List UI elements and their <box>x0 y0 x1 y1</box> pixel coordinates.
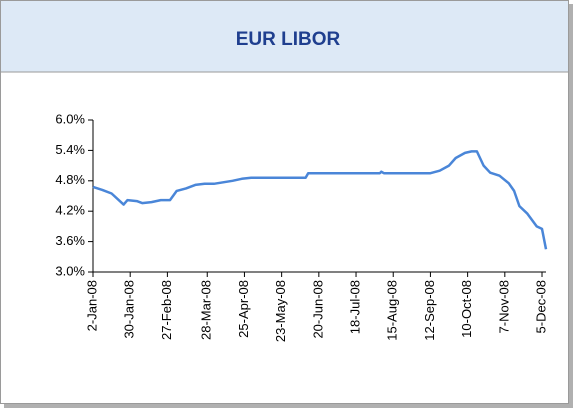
x-tick-label: 20-Jun-08 <box>310 280 325 339</box>
y-tick-label: 6.0% <box>55 111 85 126</box>
x-tick-label: 30-Jan-08 <box>122 280 137 339</box>
chart-title: EUR LIBOR <box>236 29 341 50</box>
x-tick-label: 10-Oct-08 <box>459 280 474 338</box>
x-tick-label: 5-Dec-08 <box>533 280 548 333</box>
x-tick-label: 7-Nov-08 <box>496 280 511 333</box>
x-tick-label: 2-Jan-08 <box>84 280 99 331</box>
x-tick-label: 12-Sep-08 <box>422 280 437 341</box>
y-tick-label: 3.6% <box>55 233 85 248</box>
x-tick-label: 25-Apr-08 <box>236 280 251 338</box>
header <box>1 1 568 72</box>
x-tick-label: 15-Aug-08 <box>385 280 400 341</box>
x-tick-label: 27-Feb-08 <box>159 280 174 340</box>
x-tick-label: 28-Mar-08 <box>199 280 214 340</box>
y-tick-label: 4.2% <box>55 203 85 218</box>
y-tick-label: 3.0% <box>55 263 85 278</box>
x-tick-label: 18-Jul-08 <box>347 280 362 334</box>
y-tick-label: 4.8% <box>55 172 85 187</box>
series-line <box>92 150 548 250</box>
y-tick-label: 5.4% <box>55 142 85 157</box>
x-tick-label: 23-May-08 <box>273 280 288 342</box>
